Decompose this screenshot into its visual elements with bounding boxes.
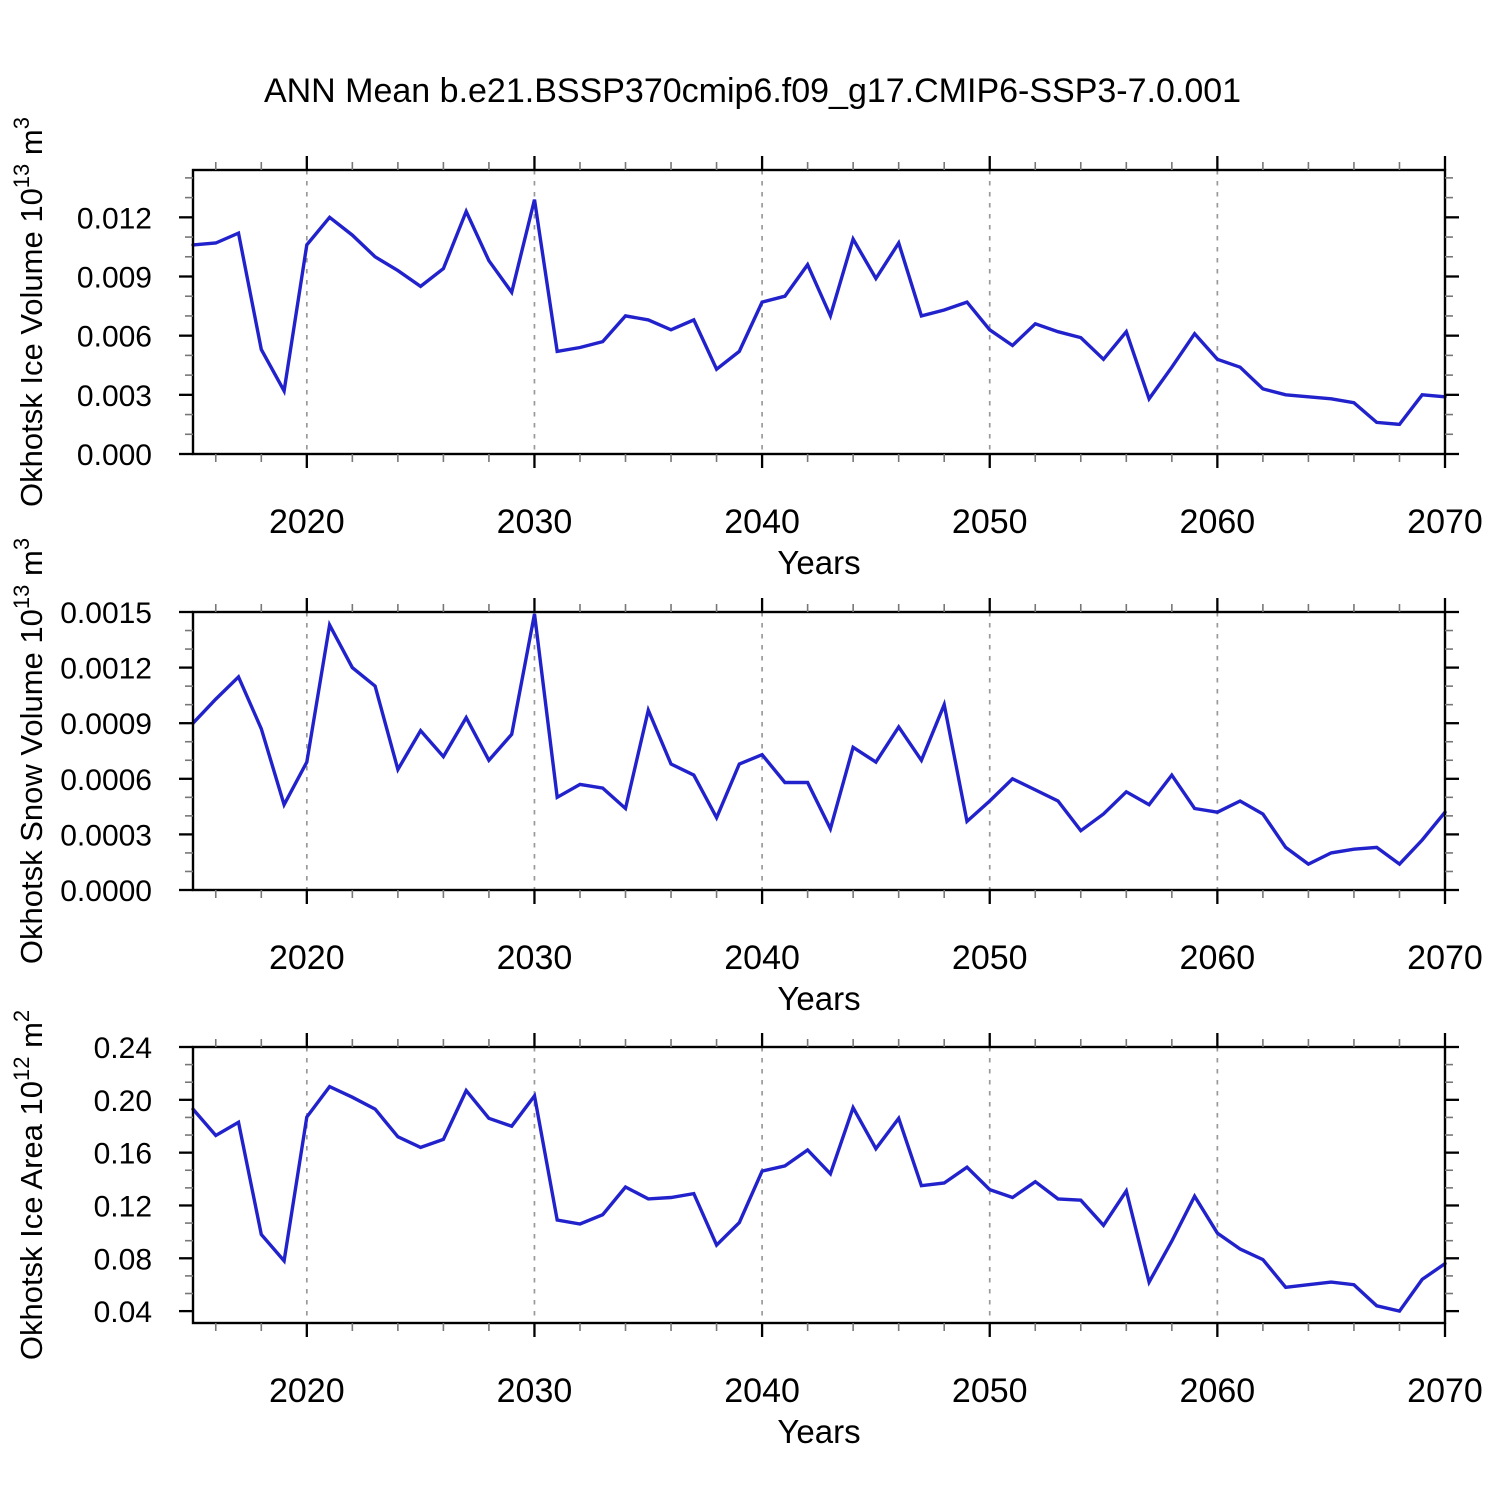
y-axis-label: Okhotsk Snow Volume 1013 m3 xyxy=(9,538,49,964)
svg-text:2050: 2050 xyxy=(952,503,1028,541)
svg-text:2020: 2020 xyxy=(269,939,345,977)
svg-text:2060: 2060 xyxy=(1180,503,1256,541)
svg-text:0.20: 0.20 xyxy=(94,1085,152,1118)
x-tick-labels: 2020 2030 2040 2050 2060 2070 xyxy=(269,939,1483,977)
svg-text:2050: 2050 xyxy=(952,1372,1028,1410)
svg-text:2020: 2020 xyxy=(269,1372,345,1410)
svg-text:0.24: 0.24 xyxy=(94,1032,152,1065)
ticks xyxy=(179,598,1459,904)
svg-text:0.0006: 0.0006 xyxy=(60,764,152,797)
ticks xyxy=(179,1033,1459,1337)
x-axis-label: Years xyxy=(777,544,860,581)
svg-text:2040: 2040 xyxy=(724,503,800,541)
okhotsk-snow-volume-panel: 2020 2030 2040 2050 2060 20700.00000.00030.00… xyxy=(9,538,1483,1017)
svg-text:0.0000: 0.0000 xyxy=(60,875,152,908)
ticks xyxy=(179,156,1459,468)
svg-text:2040: 2040 xyxy=(724,1372,800,1410)
svg-text:0.003: 0.003 xyxy=(77,380,152,413)
y-axis-label: Okhotsk Ice Volume 1013 m3 xyxy=(9,117,49,507)
x-gridlines xyxy=(305,612,1219,890)
svg-text:2030: 2030 xyxy=(497,939,573,977)
x-tick-labels: 2020 2030 2040 2050 2060 2070 xyxy=(269,1372,1483,1410)
svg-text:2020: 2020 xyxy=(269,503,345,541)
y-tick-labels: 0.0000 0.0003 0.0006 0.0009 0.0012 0.0015 xyxy=(60,597,152,908)
x-gridlines xyxy=(305,170,1219,454)
svg-text:0.0012: 0.0012 xyxy=(60,653,152,686)
x-axis-label: Years xyxy=(777,1413,860,1450)
svg-text:0.08: 0.08 xyxy=(94,1243,152,1276)
svg-text:2070: 2070 xyxy=(1407,503,1483,541)
okhotsk-ice-area-line xyxy=(191,1084,1447,1314)
x-axis-label: Years xyxy=(777,980,860,1017)
svg-text:0.04: 0.04 xyxy=(94,1296,152,1329)
svg-text:2030: 2030 xyxy=(497,503,573,541)
svg-text:0.009: 0.009 xyxy=(77,262,152,295)
plot-border xyxy=(191,1045,1447,1325)
svg-text:2060: 2060 xyxy=(1180,1372,1256,1410)
y-tick-labels: 0.04 0.08 0.12 0.16 0.20 0.24 xyxy=(94,1032,152,1329)
okhotsk-ice-volume-line xyxy=(191,199,1447,427)
svg-text:0.006: 0.006 xyxy=(77,321,152,354)
svg-text:0.16: 0.16 xyxy=(94,1138,152,1171)
svg-text:2060: 2060 xyxy=(1180,939,1256,977)
svg-text:2070: 2070 xyxy=(1407,939,1483,977)
svg-text:0.0015: 0.0015 xyxy=(60,597,152,630)
x-tick-labels: 2020 2030 2040 2050 2060 2070 xyxy=(269,503,1483,541)
okhotsk-ice-volume-panel: 2020 2030 2040 2050 2060 20700.0000.0030.0060… xyxy=(9,117,1483,581)
svg-text:2070: 2070 xyxy=(1407,1372,1483,1410)
plot-border xyxy=(191,610,1447,892)
y-axis-label: Okhotsk Ice Area 1012 m2 xyxy=(9,1010,49,1360)
figure-title: ANN Mean b.e21.BSSP370cmip6.f09_g17.CMIP… xyxy=(263,72,1242,110)
svg-text:2030: 2030 xyxy=(497,1372,573,1410)
svg-text:0.012: 0.012 xyxy=(77,202,152,235)
svg-text:0.12: 0.12 xyxy=(94,1190,152,1223)
svg-text:2040: 2040 xyxy=(724,939,800,977)
okhotsk-ice-area-panel: 2020 2030 2040 2050 2060 2070 0.04 0.08 0.12 0.16… xyxy=(9,1010,1483,1450)
svg-text:0.000: 0.000 xyxy=(77,439,152,472)
svg-text:0.0003: 0.0003 xyxy=(60,819,152,852)
y-tick-labels: 0.000 0.003 0.006 0.009 0.012 xyxy=(77,202,152,472)
okhotsk-snow-volume-line xyxy=(191,613,1447,867)
svg-text:0.0009: 0.0009 xyxy=(60,708,152,741)
plot-border xyxy=(191,168,1447,456)
x-gridlines xyxy=(305,1047,1219,1323)
svg-text:2050: 2050 xyxy=(952,939,1028,977)
